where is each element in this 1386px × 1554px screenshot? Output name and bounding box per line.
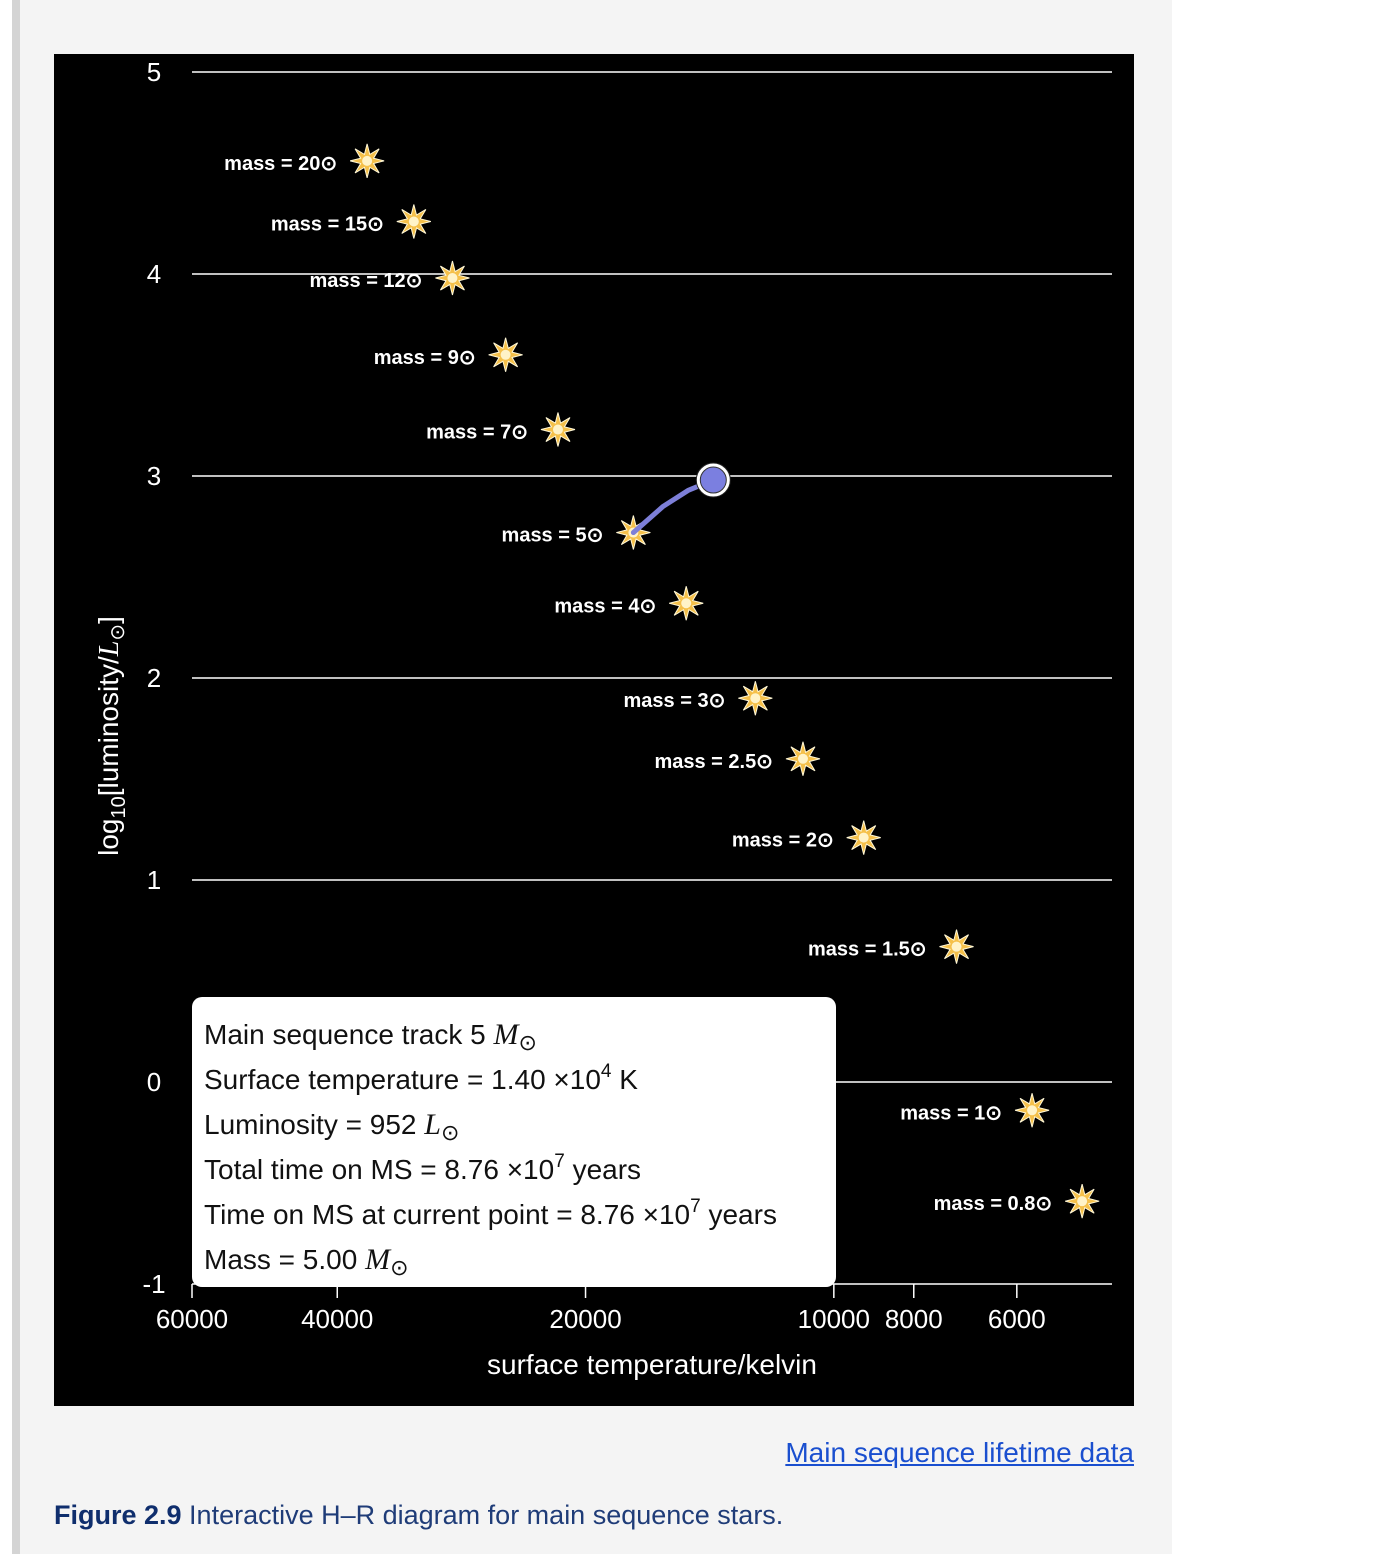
star-label: mass = 2⊙ [732, 830, 834, 852]
x-tick-label: 40000 [301, 1304, 373, 1334]
info-track-title: Main sequence track 5 M⊙ [204, 1018, 537, 1055]
y-tick-label: 3 [147, 461, 161, 491]
x-tick-label: 60000 [156, 1304, 228, 1334]
info-total-time: Total time on MS = 8.76 ×107 years [204, 1151, 642, 1185]
star-point [396, 204, 431, 239]
y-tick-label: 2 [147, 663, 161, 693]
figure-caption: Figure 2.9 Interactive H–R diagram for m… [54, 1500, 783, 1531]
info-luminosity: Luminosity = 952 L⊙ [204, 1108, 460, 1145]
star-label: mass = 12⊙ [309, 270, 422, 292]
info-current-time: Time on MS at current point = 8.76 ×107 … [204, 1196, 777, 1230]
info-surface-temperature: Surface temperature = 1.40 ×104 K [204, 1061, 638, 1095]
star-point [669, 586, 704, 621]
figure-number: Figure 2.9 [54, 1500, 182, 1530]
hr-diagram-svg[interactable]: 5 4 3 2 1 0 -1 60000 40000 20000 10000 8000 6000 mas… [54, 54, 1134, 1406]
star-point [1065, 1184, 1100, 1219]
star-label: mass = 2.5⊙ [654, 751, 773, 773]
star-point [349, 143, 385, 179]
star-label: mass = 3⊙ [624, 690, 726, 712]
lifetime-data-link[interactable]: Main sequence lifetime data [785, 1437, 1134, 1468]
star-point [738, 681, 773, 716]
star-label: mass = 1⊙ [900, 1102, 1002, 1124]
x-tick-label: 8000 [885, 1304, 943, 1334]
star-point [540, 412, 576, 447]
current-point-marker[interactable] [695, 462, 731, 498]
figure-caption-text: Interactive H–R diagram for main sequenc… [181, 1500, 784, 1530]
star-label: mass = 5⊙ [502, 525, 604, 547]
x-axis-label: surface temperature/kelvin [487, 1349, 817, 1380]
star-point [939, 929, 974, 964]
star-point [435, 260, 470, 296]
star-label: mass = 7⊙ [426, 422, 528, 444]
star-label: mass = 9⊙ [374, 347, 476, 369]
y-tick-label: 4 [147, 259, 161, 289]
star-point [1014, 1093, 1050, 1128]
star-label: mass = 0.8⊙ [934, 1193, 1053, 1215]
x-tick-label: 20000 [549, 1304, 621, 1334]
star-point [488, 337, 523, 372]
star-label: mass = 20⊙ [224, 153, 337, 175]
panel-left-rule [12, 0, 20, 1554]
star-label: mass = 15⊙ [271, 213, 384, 235]
star-label: mass = 1.5⊙ [808, 939, 927, 961]
y-tick-label: 5 [147, 57, 161, 87]
star-point [846, 820, 881, 855]
y-tick-label: 1 [147, 865, 161, 895]
star-label: mass = 4⊙ [554, 595, 656, 617]
info-mass: Mass = 5.00 M⊙ [204, 1243, 409, 1280]
star-point [785, 741, 821, 776]
hr-diagram[interactable]: 5 4 3 2 1 0 -1 60000 40000 20000 10000 8000 6000 mas… [54, 54, 1134, 1406]
x-tick-label: 10000 [798, 1304, 870, 1334]
info-box: Main sequence track 5 M⊙ Surface tempera… [192, 997, 836, 1287]
y-tick-label: -1 [142, 1269, 165, 1299]
y-axis-label: log10[luminosity/L⊙] [93, 616, 130, 856]
y-tick-label: 0 [147, 1067, 161, 1097]
x-tick-label: 6000 [988, 1304, 1046, 1334]
